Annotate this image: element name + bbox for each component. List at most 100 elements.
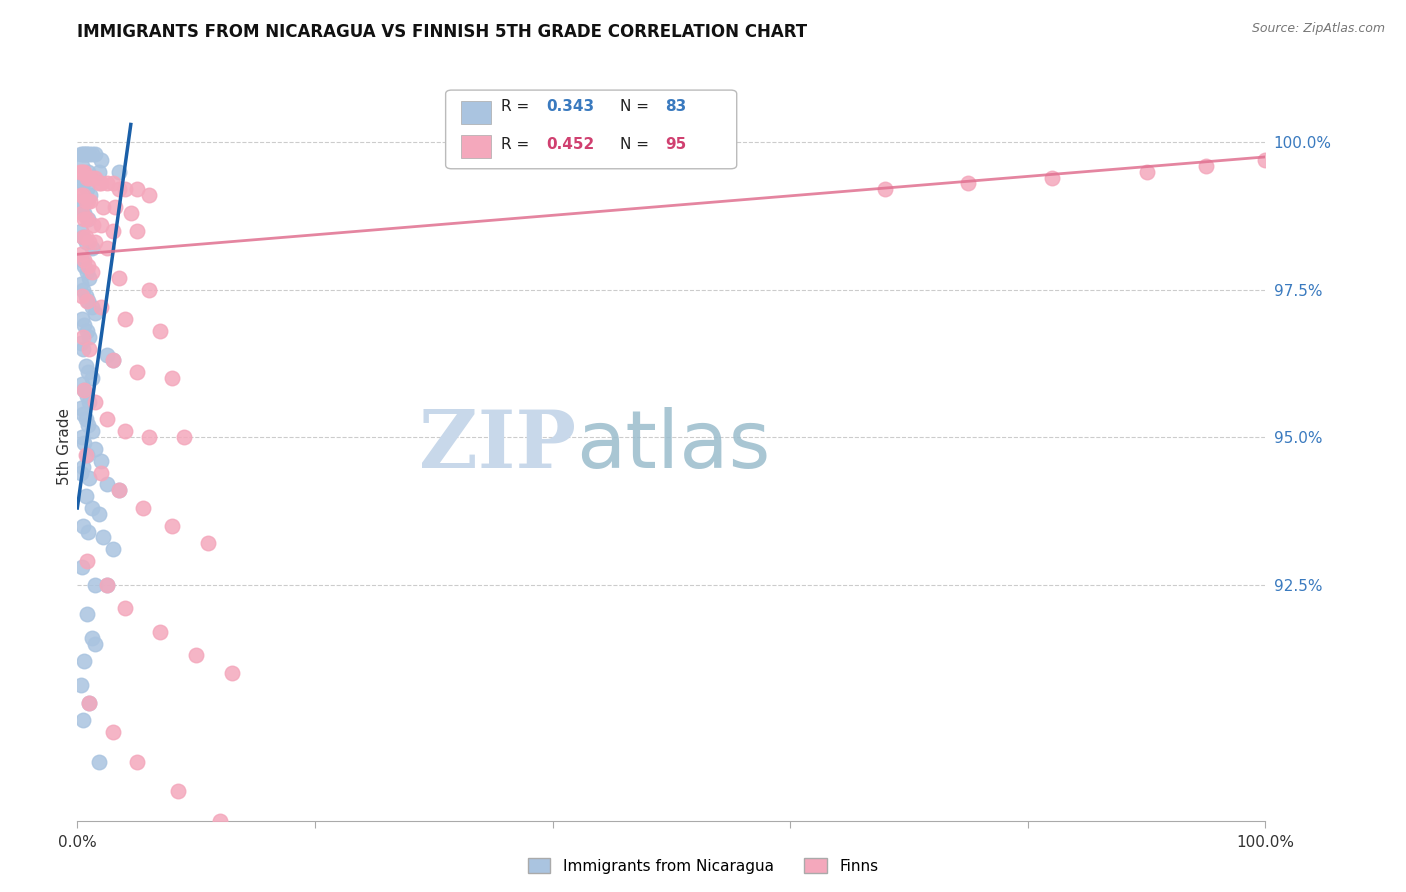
Point (108, 483, 131, 498)
Point (138, 430, 160, 444)
Point (75, 194, 97, 209)
Point (101, 542, 124, 557)
Point (72, 407, 94, 421)
Point (114, 182, 136, 196)
Point (1195, 159, 1218, 173)
Point (96, 241, 118, 255)
Point (84, 147, 107, 161)
Point (70, 164, 93, 178)
Point (77, 696, 100, 710)
Point (72, 330, 94, 344)
Point (72, 714, 94, 728)
Point (72, 459, 94, 474)
Point (70, 159, 93, 173)
Point (76, 182, 98, 196)
Point (120, 206, 142, 220)
Point (84, 442, 107, 456)
Point (96, 477, 118, 491)
Point (93, 200, 115, 214)
Point (162, 371, 184, 385)
Text: 100.0%: 100.0% (1236, 836, 1295, 850)
Point (80, 631, 103, 645)
Point (77, 342, 100, 356)
Point (84, 306, 107, 320)
Point (72, 518, 94, 533)
Point (77, 471, 100, 485)
Point (108, 164, 131, 178)
Point (149, 624, 172, 639)
Point (69, 194, 91, 209)
Point (76, 607, 98, 622)
Point (90, 153, 112, 167)
Point (70, 247, 93, 261)
Point (101, 177, 124, 191)
Point (90, 177, 112, 191)
Point (84, 235, 107, 250)
Point (80, 170, 103, 185)
Point (138, 188, 160, 202)
Point (87, 755, 110, 769)
Point (73, 383, 96, 397)
Point (80, 500, 103, 515)
Point (114, 312, 136, 326)
Point (77, 147, 100, 161)
Point (125, 224, 148, 238)
Point (162, 518, 184, 533)
Point (70, 560, 93, 574)
Point (96, 177, 118, 191)
Point (70, 206, 93, 220)
Point (90, 301, 112, 315)
Point (125, 365, 148, 379)
FancyBboxPatch shape (446, 90, 737, 169)
Text: ZIP: ZIP (419, 407, 576, 485)
Point (77, 259, 100, 273)
Point (149, 324, 172, 338)
Text: N =: N = (620, 136, 650, 152)
Point (76, 389, 98, 403)
Point (70, 253, 93, 268)
Point (73, 147, 96, 161)
Text: IMMIGRANTS FROM NICARAGUA VS FINNISH 5TH GRADE CORRELATION CHART: IMMIGRANTS FROM NICARAGUA VS FINNISH 5TH… (77, 23, 807, 41)
Point (1136, 164, 1159, 178)
Point (125, 182, 148, 196)
Point (72, 147, 94, 161)
Point (75, 412, 97, 426)
Point (75, 489, 97, 503)
Point (197, 536, 219, 550)
Point (72, 283, 94, 297)
Point (76, 170, 98, 185)
Point (77, 394, 100, 409)
Y-axis label: 5th Grade: 5th Grade (56, 408, 72, 484)
Point (73, 206, 96, 220)
Point (76, 265, 98, 279)
Point (76, 324, 98, 338)
Point (90, 218, 112, 232)
Point (79, 194, 101, 209)
Point (108, 483, 131, 498)
Point (87, 507, 110, 521)
Point (73, 253, 96, 268)
Point (96, 412, 118, 426)
Point (72, 188, 94, 202)
Point (72, 229, 94, 244)
Point (75, 147, 97, 161)
Point (73, 259, 96, 273)
Point (114, 424, 136, 438)
Point (82, 218, 104, 232)
Point (80, 424, 103, 438)
Point (70, 288, 93, 302)
Point (138, 283, 160, 297)
Point (72, 342, 94, 356)
Point (77, 524, 100, 539)
Point (72, 177, 94, 191)
Point (80, 241, 103, 255)
Point (96, 577, 118, 591)
Point (73, 164, 96, 178)
Point (77, 330, 100, 344)
Point (70, 200, 93, 214)
Point (73, 654, 96, 668)
Text: Source: ZipAtlas.com: Source: ZipAtlas.com (1251, 22, 1385, 36)
Point (96, 577, 118, 591)
Point (70, 147, 93, 161)
Point (87, 177, 110, 191)
